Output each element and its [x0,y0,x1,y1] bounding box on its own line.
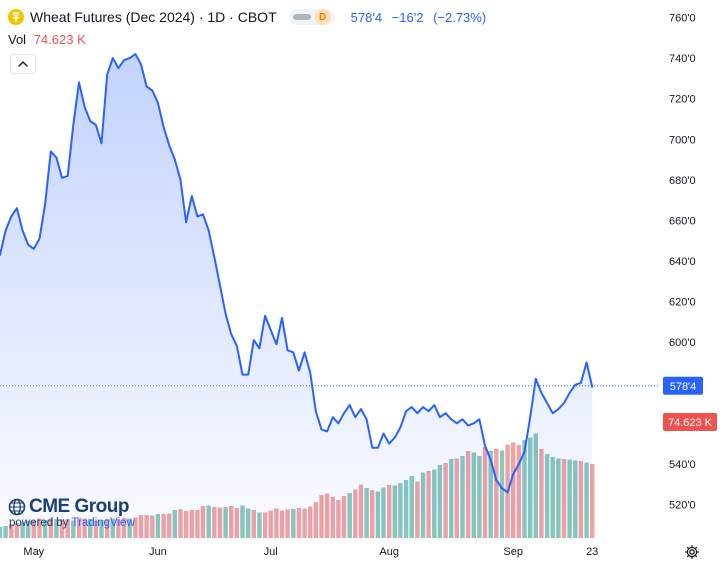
price-area-fill [0,54,593,538]
x-tick-label: 23 [586,546,598,558]
wheat-icon [12,11,20,22]
volume-label[interactable]: Vol [8,32,27,47]
delayed-badge: D [314,9,331,25]
wheat-symbol-icon[interactable] [8,9,24,25]
price-readout: 578'4 −16'2 (−2.73%) [351,10,493,25]
volume-value: 74.623 K [33,32,86,47]
y-tick-label: 720'0 [669,94,696,106]
price-change: −16'2 [391,9,424,25]
price-tag-label: 578'4 [670,381,697,393]
y-tick-label: 520'0 [669,500,696,512]
y-tick-label: 540'0 [669,459,696,471]
last-price: 578'4 [350,9,383,25]
y-tick-label: 640'0 [669,256,696,268]
brand-watermark[interactable]: CME Group powered by TradingView [8,496,135,529]
chart-legend: Wheat Futures (Dec 2024) · 1D · CBOT D 5… [8,6,492,28]
collapse-legend-button[interactable] [10,54,36,74]
chevron-up-icon [18,61,28,67]
provider-name: TradingView [71,517,135,529]
powered-by-text: powered by TradingView [9,517,135,529]
y-tick-label: 620'0 [669,297,696,309]
brand-name: CME Group [29,496,130,517]
price-change-percent: (−2.73%) [433,9,487,25]
y-tick-label: 700'0 [669,134,696,146]
y-tick-label: 680'0 [669,175,696,187]
status-badge[interactable]: D [288,9,335,25]
cme-globe-icon [8,498,26,516]
y-tick-label: 760'0 [669,13,696,25]
volume-tag-label: 74.623 K [668,417,713,429]
price-tag[interactable]: 578'4 [663,376,703,395]
market-status-indicator [292,14,311,20]
price-line [0,53,594,494]
chart-settings-button[interactable] [684,544,700,560]
volume-tag[interactable]: 74.623 K [663,413,717,431]
x-tick-label: Jun [149,546,167,558]
y-tick-label: 600'0 [669,337,696,349]
y-tick-label: 740'0 [669,53,696,65]
symbol-title[interactable]: Wheat Futures (Dec 2024) · 1D · CBOT [30,9,277,25]
x-tick-label: May [23,546,44,558]
powered-by-label: powered by [9,517,69,529]
x-tick-label: Aug [379,546,399,558]
x-tick-label: Sep [503,546,523,558]
gear-icon [685,545,699,559]
y-tick-label: 660'0 [669,215,696,227]
volume-legend: Vol 74.623 K [8,32,86,47]
x-tick-label: Jul [264,546,278,558]
